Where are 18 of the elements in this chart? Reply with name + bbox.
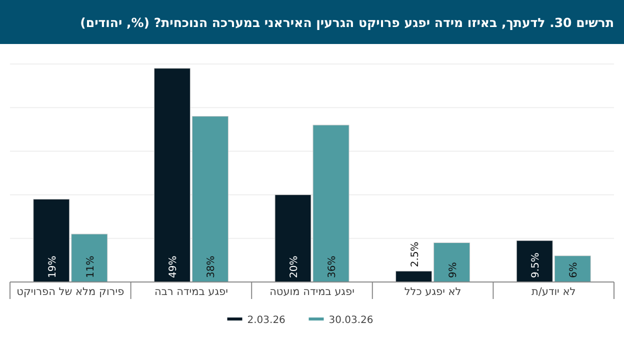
data-label: 9.5% bbox=[530, 252, 542, 278]
chart-title: תרשים 30. לדעתך, באיזו מידה יפגע פרויקט הגרעין האיראני במערכה הנוכחית? (%, יהודים) bbox=[80, 15, 614, 30]
data-label: 11% bbox=[85, 256, 96, 278]
x-tick-label: לא יודע/ת bbox=[531, 286, 576, 298]
data-label: 38% bbox=[206, 256, 218, 278]
data-label: 19% bbox=[47, 256, 58, 278]
x-tick-label: פירוק מלא של הפרויקט bbox=[16, 286, 124, 298]
data-label: 9% bbox=[448, 262, 459, 278]
x-tick-label: יפגע במידה מועטה bbox=[270, 286, 354, 298]
data-label: 20% bbox=[289, 256, 300, 278]
legend-label: 2.03.26 bbox=[247, 315, 286, 326]
x-tick-label: יפגע במידה רבה bbox=[154, 286, 228, 298]
data-label: 2.5% bbox=[410, 242, 421, 268]
x-tick-label: לא יפגע כלל bbox=[404, 286, 462, 298]
legend-label: 30.03.26 bbox=[328, 315, 374, 326]
data-label: 49% bbox=[168, 256, 180, 278]
data-label: 36% bbox=[327, 256, 338, 278]
data-label: 6% bbox=[568, 262, 580, 278]
